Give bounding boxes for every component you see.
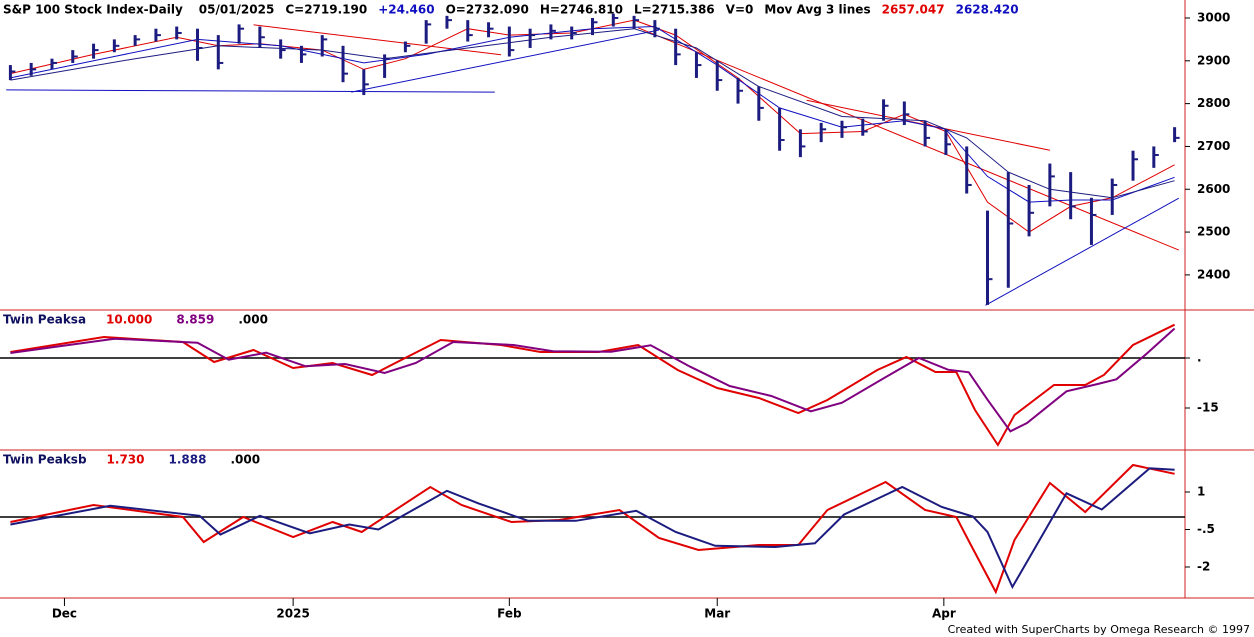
line	[10, 28, 1175, 199]
panel-title: Twin Peaksb	[3, 453, 87, 467]
header-value: 05/01/2025	[199, 3, 275, 17]
x-tick-label: Feb	[497, 607, 522, 621]
header-value: 10.000	[106, 313, 152, 327]
header-value: 1.730	[107, 453, 145, 467]
y-tick-label: .	[1197, 351, 1202, 365]
line	[10, 463, 1175, 595]
x-tick-label: Mar	[704, 607, 730, 621]
line	[10, 327, 1176, 433]
y-tick-label: 2700	[1197, 139, 1230, 153]
y-tick-label: -.5	[1197, 522, 1215, 536]
line	[253, 24, 502, 56]
header-value: 2657.047	[882, 3, 945, 17]
y-tick-label: 1	[1197, 485, 1205, 499]
header-value: Mov Avg 3 lines	[764, 3, 870, 17]
line	[985, 197, 1180, 306]
footer: Created with SuperCharts by Omega Resear…	[948, 623, 1250, 636]
y-tick-label: -15	[1197, 401, 1219, 415]
x-tick-label: 2025	[276, 607, 309, 621]
header-value: O=2732.090	[446, 3, 529, 17]
x-tick-label: Dec	[52, 607, 77, 621]
header-value: V=0	[726, 3, 754, 17]
line	[10, 323, 1176, 447]
header-value: 8.859	[176, 313, 214, 327]
panel-title: Twin Peaksa	[3, 313, 86, 327]
y-tick-label: -2	[1197, 560, 1210, 574]
header-value: .000	[230, 453, 260, 467]
y-tick-label: 2900	[1197, 53, 1230, 67]
y-tick-label: 2600	[1197, 182, 1230, 196]
header-value: +24.460	[378, 3, 434, 17]
y-tick-label: 3000	[1197, 10, 1230, 24]
line	[351, 29, 660, 93]
line	[638, 27, 1179, 251]
header-value: 1.888	[169, 453, 207, 467]
header-value: .000	[238, 313, 268, 327]
header-value: 2628.420	[956, 3, 1019, 17]
line	[10, 467, 1175, 590]
y-tick-label: 2500	[1197, 225, 1230, 239]
header-value: L=2715.386	[634, 3, 715, 17]
header-value: C=2719.190	[285, 3, 367, 17]
y-tick-label: 2800	[1197, 96, 1230, 110]
panel-title: S&P 100 Stock Index-Daily	[3, 3, 183, 17]
header-value: H=2746.810	[540, 3, 623, 17]
line	[6, 89, 495, 93]
x-tick-label: Apr	[932, 607, 956, 621]
y-tick-label: 2400	[1197, 267, 1230, 281]
